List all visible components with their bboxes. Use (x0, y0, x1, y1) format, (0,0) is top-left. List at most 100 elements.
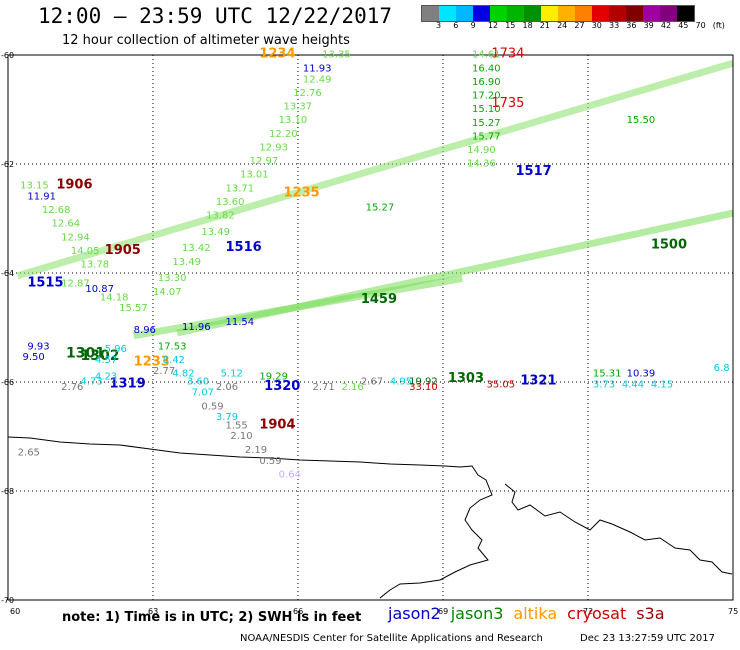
wave-height-label: 17.20 (472, 91, 501, 102)
wave-height-label: 15.27 (366, 202, 395, 213)
wave-height-label: 2.67 (361, 377, 383, 388)
legend-label: 27 (574, 21, 585, 30)
legend-swatch (524, 6, 541, 21)
wave-height-label: 2.10 (230, 431, 252, 442)
credit-text: NOAA/NESDIS Center for Satellite Applica… (240, 633, 543, 644)
wave-height-label: 2.71 (313, 382, 335, 393)
legend-label: 70 (695, 21, 706, 30)
pass-time-label: 1735 (491, 96, 524, 111)
pass-time-label: 1500 (651, 237, 687, 252)
map-title: 12:00 – 23:59 UTC 12/22/2017 (38, 4, 393, 28)
y-tick-label: -60 (1, 51, 14, 60)
wave-height-label: 5.96 (105, 344, 127, 355)
wave-height-label: 13.15 (20, 181, 49, 192)
legend-label: 30 (591, 21, 602, 30)
color-scale-legend (421, 5, 695, 22)
wave-height-label: 13.49 (172, 257, 201, 268)
wave-height-label: 13.49 (201, 227, 230, 238)
x-tick-label: 63 (148, 607, 158, 616)
y-tick-label: -70 (1, 596, 14, 605)
x-tick-label: 72 (583, 607, 593, 616)
wave-height-label: 12.64 (52, 219, 81, 230)
wave-height-label: 19.92 (409, 377, 438, 388)
legend-label: 3 (436, 21, 442, 30)
pass-time-label: 1904 (259, 417, 295, 432)
pass-time-label: 1234 (259, 47, 295, 62)
wave-height-label: 13.30 (158, 273, 187, 284)
note-text: note: 1) Time is in UTC; 2) SWH is in fe… (62, 610, 362, 625)
wave-height-label: 12.76 (293, 88, 322, 99)
plot-frame (7, 54, 734, 601)
legend-swatch (575, 6, 592, 21)
wave-height-label: 13.35 (322, 50, 351, 61)
legend-swatch (609, 6, 626, 21)
wave-height-label: 10.39 (627, 369, 656, 380)
legend-swatch (541, 6, 558, 21)
wave-height-label: 16.40 (472, 63, 501, 74)
wave-height-label: 14.18 (100, 292, 129, 303)
wave-height-label: 7.07 (192, 388, 214, 399)
legend-label: 45 (678, 21, 689, 30)
pass-time-label: 1516 (226, 240, 262, 255)
pass-time-label: 1515 (27, 276, 63, 291)
legend-swatch (558, 6, 575, 21)
wave-height-label: 13.78 (81, 260, 110, 271)
legend-label: 33 (609, 21, 620, 30)
track-streak (133, 275, 463, 340)
legend-label: 18 (522, 21, 533, 30)
wave-height-label: 12.68 (42, 205, 71, 216)
wave-height-label: 12.49 (303, 74, 332, 85)
y-tick-label: -64 (1, 269, 14, 278)
wave-height-label: 9.50 (23, 352, 45, 363)
legend-label: (ft) (712, 21, 725, 30)
wave-height-label: 15.57 (119, 303, 148, 314)
wave-height-label: 0.59 (201, 401, 223, 412)
wave-height-label: 6.8 (714, 363, 730, 374)
legend-swatch (490, 6, 507, 21)
wave-height-label: 3.60 (187, 377, 209, 388)
legend-swatch (592, 6, 609, 21)
satellite-legend-s3a: s3a (636, 604, 665, 623)
wave-height-labels: 1234 1734 1735 1906 1905 1235 1517 1516 1515 1500… (18, 47, 730, 481)
wave-height-label: 14.05 (71, 246, 100, 257)
satellite-legend-jason3: jason3 (450, 604, 504, 623)
pass-time-label: 1459 (361, 292, 397, 307)
wave-height-label: 4.82 (172, 369, 194, 380)
pass-time-label: 1319 (110, 376, 146, 391)
wave-height-label: 4.44 (622, 379, 644, 390)
wave-height-label: 14.61 (472, 50, 501, 61)
legend-swatch (643, 6, 660, 21)
legend-swatch (626, 6, 643, 21)
legend-label: 24 (557, 21, 568, 30)
wave-height-label: 4.15 (651, 379, 673, 390)
wave-height-label: 16.90 (472, 77, 501, 88)
x-tick-label: 75 (728, 607, 738, 616)
wave-height-label: 14.90 (467, 145, 496, 156)
pass-time-label: 1906 (56, 178, 92, 193)
x-tick-label: 60 (10, 607, 20, 616)
wave-height-label: 35.05 (487, 379, 516, 390)
wave-height-label: 5.12 (221, 369, 243, 380)
wave-height-label: 13.37 (284, 102, 313, 113)
pass-time-label: 1517 (516, 164, 552, 179)
wave-height-label: 10.87 (85, 284, 114, 295)
legend-label: 6 (453, 21, 459, 30)
legend-label: 36 (626, 21, 637, 30)
axis-ticks: 60 63 66 69 72 75 -60 -62 -64 -66 -68 -70 (1, 51, 738, 616)
wave-height-label: 19.29 (259, 371, 288, 382)
coastline-fragment (504, 483, 733, 575)
satellite-legend-cryosat: cryosat (567, 604, 627, 623)
legend-swatch (456, 6, 473, 21)
pass-time-label: 1320 (264, 379, 300, 394)
wave-height-label: 12.20 (269, 129, 298, 140)
wave-height-label: 2.16 (342, 382, 364, 393)
legend-swatch (507, 6, 524, 21)
legend-label: 15 (505, 21, 516, 30)
wave-height-label: 17.53 (158, 341, 187, 352)
legend-label: 39 (643, 21, 654, 30)
wave-height-label: 2.65 (18, 448, 40, 459)
wave-height-label: 15.50 (627, 115, 656, 126)
wave-height-label: 13.42 (182, 243, 211, 254)
wave-height-label: 12.87 (61, 279, 90, 290)
